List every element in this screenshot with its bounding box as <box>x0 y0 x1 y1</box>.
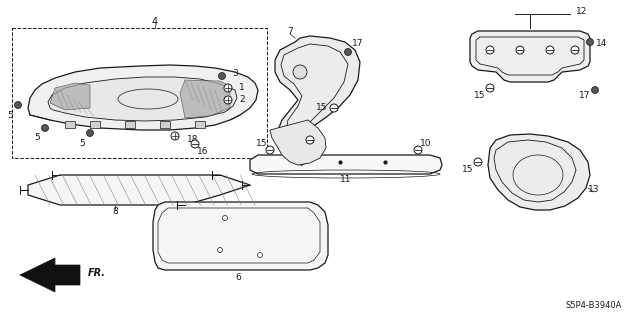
Text: 12: 12 <box>576 8 588 17</box>
Circle shape <box>546 46 554 54</box>
Text: 5: 5 <box>7 112 13 121</box>
Circle shape <box>218 72 225 79</box>
Text: 18: 18 <box>188 136 199 145</box>
Text: 2: 2 <box>239 95 245 105</box>
Circle shape <box>86 130 93 137</box>
Text: 17: 17 <box>352 40 364 48</box>
Text: 5: 5 <box>34 133 40 143</box>
Bar <box>12 28 267 158</box>
Circle shape <box>171 132 179 140</box>
Text: 14: 14 <box>596 40 608 48</box>
Polygon shape <box>20 258 80 292</box>
Bar <box>160 121 170 128</box>
Polygon shape <box>470 31 590 82</box>
Circle shape <box>306 136 314 144</box>
Bar <box>65 121 75 128</box>
Polygon shape <box>180 80 230 118</box>
Bar <box>125 121 135 128</box>
Text: 8: 8 <box>112 207 118 217</box>
Bar <box>195 121 205 128</box>
Circle shape <box>266 146 274 154</box>
Text: FR.: FR. <box>88 268 106 278</box>
Circle shape <box>474 158 482 166</box>
Text: 5: 5 <box>79 138 85 147</box>
Polygon shape <box>250 155 442 174</box>
Polygon shape <box>48 77 237 121</box>
Text: 15: 15 <box>474 92 486 100</box>
Text: 11: 11 <box>340 175 352 184</box>
Circle shape <box>344 48 351 56</box>
Text: 16: 16 <box>197 147 209 157</box>
Text: 9: 9 <box>297 144 303 152</box>
Circle shape <box>330 104 338 112</box>
Polygon shape <box>28 175 250 205</box>
Circle shape <box>486 84 494 92</box>
Text: 6: 6 <box>235 273 241 283</box>
Polygon shape <box>28 65 258 130</box>
Polygon shape <box>488 134 590 210</box>
Circle shape <box>224 96 232 104</box>
Circle shape <box>293 65 307 79</box>
Polygon shape <box>275 36 360 155</box>
Polygon shape <box>50 83 90 110</box>
Polygon shape <box>270 120 326 165</box>
Text: 17: 17 <box>579 92 591 100</box>
Circle shape <box>591 86 598 93</box>
Circle shape <box>414 146 422 154</box>
Text: 7: 7 <box>287 27 293 36</box>
Text: 3: 3 <box>232 70 238 78</box>
Text: 4: 4 <box>152 17 158 27</box>
Circle shape <box>486 46 494 54</box>
Circle shape <box>191 140 199 148</box>
Circle shape <box>42 124 49 131</box>
Circle shape <box>586 39 593 46</box>
Text: 15: 15 <box>256 138 268 147</box>
Text: 10: 10 <box>420 138 432 147</box>
Text: S5P4-B3940A: S5P4-B3940A <box>566 301 622 310</box>
Circle shape <box>15 101 22 108</box>
Text: 15: 15 <box>462 166 474 174</box>
Bar <box>90 121 100 128</box>
Circle shape <box>516 46 524 54</box>
Text: 1: 1 <box>239 84 245 93</box>
Text: 15: 15 <box>316 103 328 113</box>
Circle shape <box>571 46 579 54</box>
Polygon shape <box>153 202 328 270</box>
Circle shape <box>224 84 232 92</box>
Text: 13: 13 <box>588 186 600 195</box>
